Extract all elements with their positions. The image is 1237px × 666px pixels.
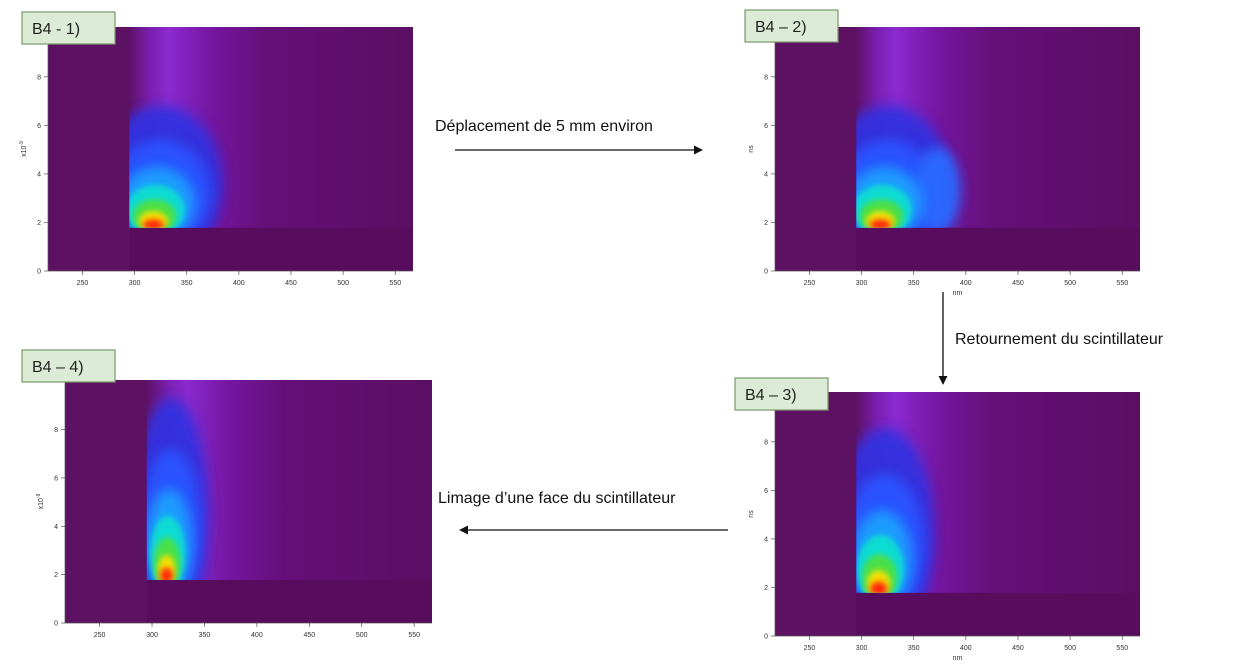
x-tick-label: 300 xyxy=(146,632,158,639)
label-exponent: -9 xyxy=(19,141,25,146)
x-tick-label: 250 xyxy=(94,632,106,639)
y-tick-label: 6 xyxy=(54,475,58,482)
label-box xyxy=(744,9,839,43)
y-axis-label: x10-9 xyxy=(36,493,45,509)
label-box xyxy=(21,349,116,383)
panel-label: B4 - 1) xyxy=(32,21,80,38)
y-tick-label: 4 xyxy=(54,524,58,531)
x-tick-label: 450 xyxy=(303,632,315,639)
x-tick-label: 300 xyxy=(129,280,141,287)
label-base: x10 xyxy=(38,498,45,509)
heatmap-blob xyxy=(856,105,961,228)
heatmap-blob xyxy=(856,428,935,593)
label-exponent: -9 xyxy=(36,493,42,498)
panel: 0 2 4 6 8 250 300 350 400 450 500 550 x10-9 B4 - 1) xyxy=(19,11,414,287)
y-tick-label: 6 xyxy=(764,123,768,130)
x-tick-label: 550 xyxy=(1116,645,1128,652)
panel-label: B4 – 3) xyxy=(745,387,797,404)
y-tick-label: 8 xyxy=(764,439,768,446)
y-tick-label: 8 xyxy=(37,74,41,81)
heatmap-floor xyxy=(146,579,432,623)
y-tick-label: 6 xyxy=(764,488,768,495)
y-axis-label: ns xyxy=(748,145,755,153)
x-tick-label: 400 xyxy=(233,280,245,287)
label-base: x10 xyxy=(21,145,28,156)
x-tick-label: 450 xyxy=(285,280,297,287)
x-tick-label: 500 xyxy=(1064,280,1076,287)
x-axis-label: nm xyxy=(953,655,963,662)
y-tick-label: 8 xyxy=(54,427,58,434)
x-tick-label: 400 xyxy=(960,645,972,652)
x-tick-label: 250 xyxy=(77,280,89,287)
x-tick-label: 250 xyxy=(804,645,816,652)
y-tick-label: 6 xyxy=(37,123,41,130)
panel-label: B4 – 2) xyxy=(755,19,807,36)
y-tick-label: 4 xyxy=(764,171,768,178)
y-tick-label: 0 xyxy=(764,269,768,276)
x-axis-label: nm xyxy=(953,290,963,297)
y-tick-label: 2 xyxy=(764,585,768,592)
x-tick-label: 300 xyxy=(856,645,868,652)
x-tick-label: 500 xyxy=(356,632,368,639)
x-tick-label: 300 xyxy=(856,280,868,287)
panel: 0 2 4 6 8 250 300 350 400 450 500 550 ns nm B4 – 2) xyxy=(744,9,1140,297)
y-axis-label: x10-9 xyxy=(19,141,28,157)
x-tick-label: 550 xyxy=(389,280,401,287)
x-tick-label: 350 xyxy=(181,280,193,287)
x-tick-label: 450 xyxy=(1012,280,1024,287)
heatmap-floor xyxy=(856,227,1140,271)
x-tick-label: 450 xyxy=(1012,645,1024,652)
x-tick-label: 550 xyxy=(408,632,420,639)
arrow-label: Limage d’une face du scintillateur xyxy=(438,490,676,507)
x-tick-label: 500 xyxy=(337,280,349,287)
y-tick-label: 0 xyxy=(37,269,41,276)
y-tick-label: 2 xyxy=(54,572,58,579)
y-tick-label: 2 xyxy=(764,220,768,227)
label-box xyxy=(734,377,829,411)
label-box xyxy=(21,11,116,45)
x-tick-label: 350 xyxy=(908,280,920,287)
y-axis-label: ns xyxy=(748,510,755,518)
x-tick-label: 550 xyxy=(1116,280,1128,287)
x-tick-label: 500 xyxy=(1064,645,1076,652)
panel: 0 2 4 6 8 250 300 350 400 450 500 550 ns nm B4 – 3) xyxy=(734,377,1140,662)
panel: 0 2 4 6 8 250 300 350 400 450 500 550 x10-9 B4 – 4) xyxy=(21,349,432,639)
heatmap-blob xyxy=(129,105,224,228)
y-tick-label: 0 xyxy=(764,634,768,641)
x-tick-label: 350 xyxy=(908,645,920,652)
heatmap-blob xyxy=(146,397,209,580)
heatmap-floor xyxy=(129,227,414,271)
x-tick-label: 250 xyxy=(804,280,816,287)
panel-label: B4 – 4) xyxy=(32,359,84,376)
x-tick-label: 400 xyxy=(251,632,263,639)
arrow-label: Déplacement de 5 mm environ xyxy=(435,118,653,135)
y-tick-label: 8 xyxy=(764,74,768,81)
x-tick-label: 400 xyxy=(960,280,972,287)
y-tick-label: 4 xyxy=(37,171,41,178)
arrow-label: Retournement du scintillateur xyxy=(955,331,1164,348)
y-tick-label: 4 xyxy=(764,536,768,543)
x-tick-label: 350 xyxy=(199,632,211,639)
heatmap-floor xyxy=(856,592,1140,636)
y-tick-label: 2 xyxy=(37,220,41,227)
y-tick-label: 0 xyxy=(54,621,58,628)
